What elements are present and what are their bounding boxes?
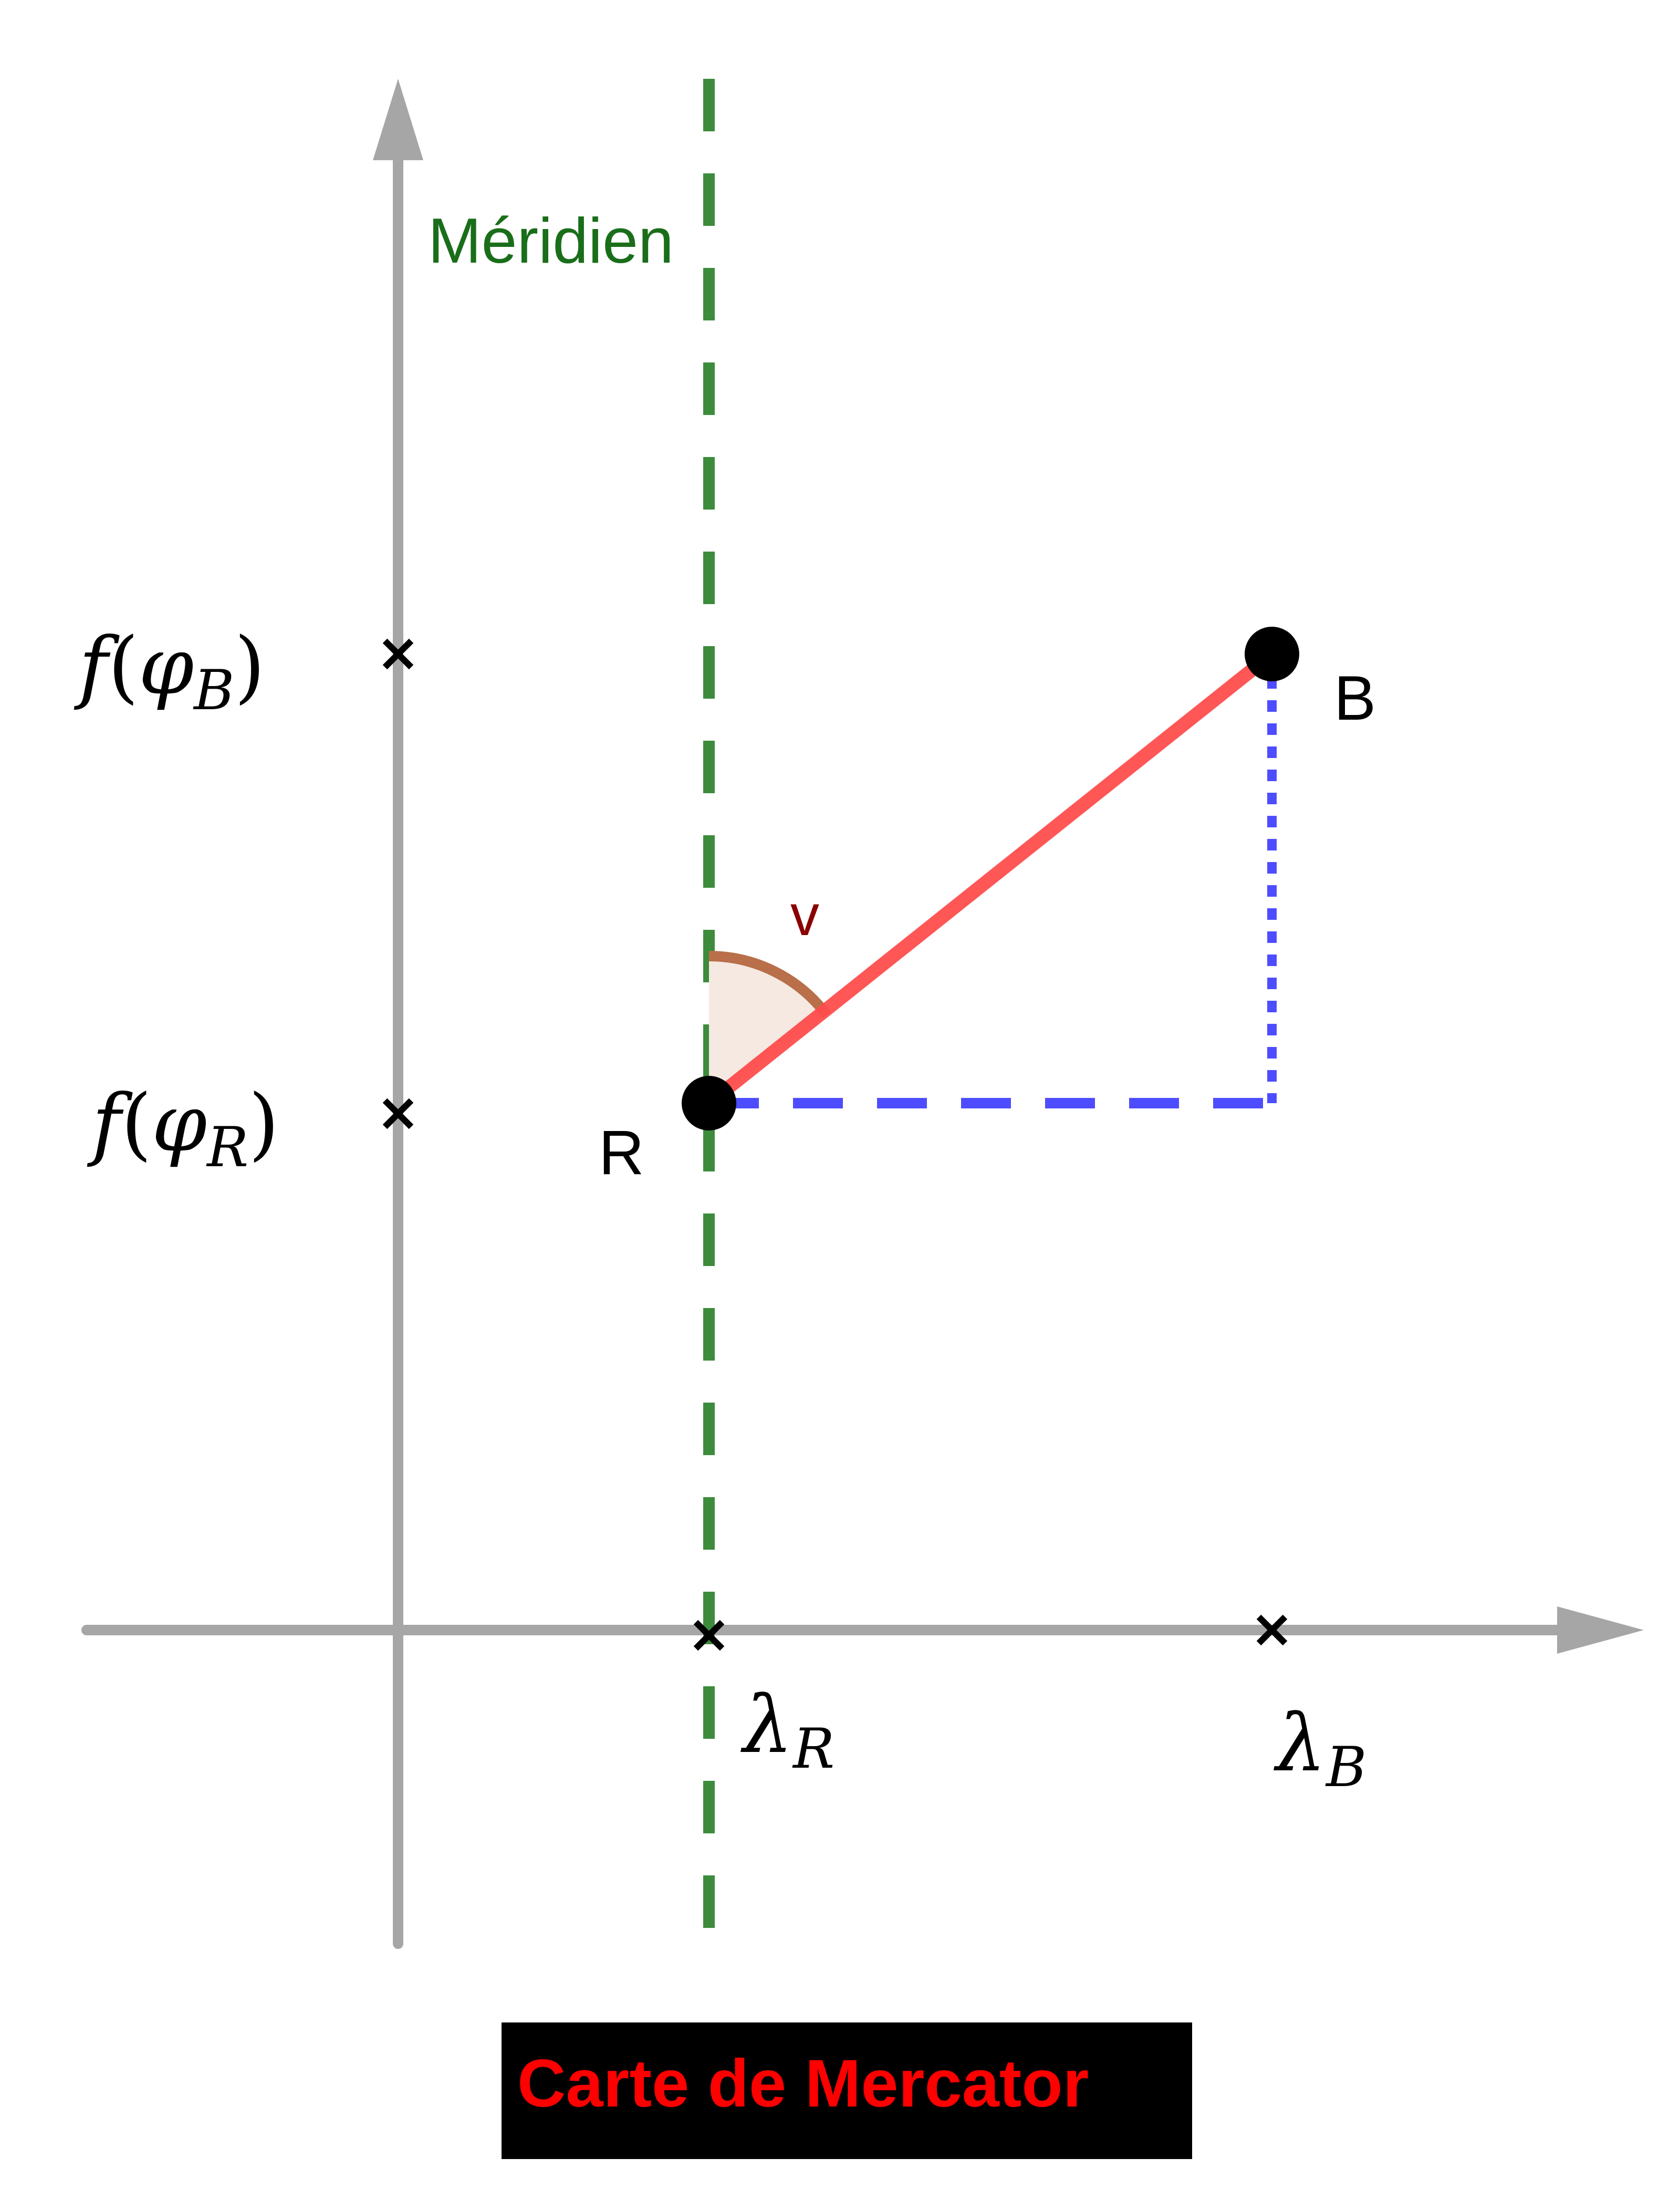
y-tick-label-phi-r: f(φR) [87, 1078, 279, 1179]
x-axis-arrow-icon [1557, 1606, 1644, 1654]
point-b [1245, 627, 1299, 681]
y-axis-arrow-icon [373, 79, 423, 160]
point-r [682, 1076, 736, 1130]
caption-box [502, 2022, 1192, 2159]
rhumb-line [702, 647, 1279, 1110]
angle-v-sector [709, 956, 827, 1103]
x-tick-label-lambda-b: λB [1274, 1698, 1366, 1799]
meridian-label: Méridien [428, 205, 674, 276]
x-tick-label-lambda-r: λR [740, 1679, 834, 1781]
point-r-label: R [599, 1117, 644, 1188]
y-tick-label-phi-b: f(φB) [74, 621, 265, 722]
x-tick-lambda-r-cross-icon [693, 1620, 725, 1651]
y-tick-phi-r-cross-icon [382, 1098, 414, 1129]
y-tick-phi-b-cross-icon [382, 638, 414, 670]
x-tick-lambda-b-cross-icon [1256, 1614, 1288, 1646]
angle-v-label: v [790, 883, 819, 948]
point-b-label: B [1334, 663, 1376, 733]
angle-v-arc [708, 951, 831, 1019]
caption-text: Carte de Mercator [517, 2046, 1089, 2121]
